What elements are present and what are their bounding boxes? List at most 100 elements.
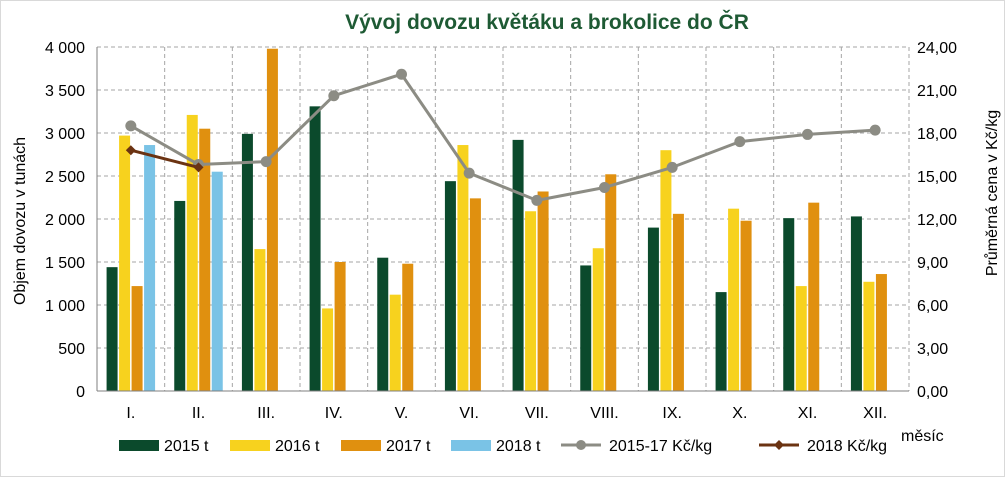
- bar-2015-t-XI.: [783, 218, 795, 391]
- bar-2016-t-VI.: [457, 145, 469, 391]
- point-2015-17-Kč/kg: [260, 156, 272, 168]
- y-tick-label: 0: [76, 384, 85, 401]
- legend-swatch: [451, 440, 491, 451]
- y2-tick-label: 12,00: [917, 212, 957, 229]
- x-tick-label: X.: [732, 405, 747, 422]
- point-2015-17-Kč/kg: [531, 194, 543, 206]
- x-tick-label: XI.: [798, 405, 818, 422]
- y2-tick-label: 9,00: [917, 255, 948, 272]
- legend-label: 2016 t: [275, 438, 320, 455]
- point-2015-17-Kč/kg: [734, 136, 746, 148]
- bar-2017-t-VI.: [469, 198, 481, 391]
- y-tick-label: 3 500: [45, 83, 85, 100]
- x-axis-label: měsíc: [901, 428, 944, 445]
- bar-2016-t-I.: [119, 135, 131, 391]
- bar-2015-t-X.: [715, 292, 727, 391]
- bar-2018-t-I.: [144, 145, 156, 391]
- bar-2017-t-II.: [199, 128, 211, 391]
- x-tick-label: III.: [257, 405, 275, 422]
- bar-2015-t-VIII.: [580, 265, 592, 391]
- x-tick-label: VI.: [459, 405, 479, 422]
- right-axis-ticks: 0,00 3,00 6,00 9,00 12,00 15,00 18,00 21,00 24,0…: [917, 40, 957, 401]
- bar-2017-t-V.: [402, 263, 414, 391]
- bar-2016-t-VIII.: [592, 248, 604, 391]
- point-2018-Kč/kg: [193, 162, 204, 173]
- bar-2017-t-IX.: [672, 213, 684, 391]
- legend-swatch: [119, 440, 159, 451]
- bar-2016-t-XII.: [863, 281, 875, 391]
- bar-2015-t-V.: [377, 257, 389, 391]
- bar-2016-t-V.: [389, 294, 401, 391]
- bar-2017-t-XII.: [875, 274, 887, 391]
- bar-2017-t-III.: [266, 48, 278, 391]
- bar-2016-t-X.: [728, 208, 740, 391]
- bar-2017-t-XI.: [808, 202, 820, 391]
- legend-label: 2017 t: [386, 438, 431, 455]
- bar-2015-t-VII.: [512, 139, 524, 391]
- y-tick-label: 2 500: [45, 169, 85, 186]
- bar-2015-t-VI.: [444, 181, 456, 391]
- point-2015-17-Kč/kg: [869, 124, 881, 136]
- legend-marker: [576, 440, 586, 450]
- bar-2016-t-XI.: [795, 286, 807, 391]
- bar-2018-t-II.: [211, 171, 223, 391]
- point-2015-17-Kč/kg: [125, 120, 137, 132]
- y2-tick-label: 0,00: [917, 384, 948, 401]
- line-2018-Kč/kg: [130, 148, 199, 169]
- x-axis-ticks: I. II. III. IV. V. VI. VII. VIII. IX. X. XI. XII.: [126, 405, 887, 422]
- legend-marker: [774, 440, 784, 450]
- bar-2015-t-III.: [241, 133, 253, 392]
- legend-label: 2015-17 Kč/kg: [609, 438, 712, 455]
- x-tick-label: II.: [192, 405, 205, 422]
- bar-2016-t-II.: [186, 114, 198, 391]
- y-tick-label: 4 000: [45, 40, 85, 57]
- y2-axis-label: Průměrná cena v Kč/kg: [983, 110, 1001, 276]
- point-2015-17-Kč/kg: [328, 90, 340, 102]
- bar-2016-t-IV.: [322, 308, 334, 391]
- y2-tick-label: 21,00: [917, 83, 957, 100]
- axes: [96, 47, 909, 392]
- line-2015-17-Kč/kg: [130, 72, 876, 202]
- bar-2017-t-VII.: [537, 191, 549, 391]
- point-2015-17-Kč/kg: [599, 181, 610, 193]
- y-tick-label: 3 000: [45, 126, 85, 143]
- bar-2016-t-IX.: [660, 150, 672, 391]
- point-2015-17-Kč/kg: [666, 161, 678, 173]
- bar-series: [106, 48, 887, 392]
- bar-2015-t-IV.: [309, 106, 321, 391]
- bar-2015-t-XII.: [850, 216, 862, 391]
- x-tick-label: IX.: [662, 405, 682, 422]
- legend-label: 2015 t: [164, 438, 209, 455]
- line-series: [125, 68, 881, 206]
- y-tick-label: 2 000: [45, 212, 85, 229]
- y-tick-label: 1 500: [45, 255, 85, 272]
- x-tick-label: IV.: [325, 405, 343, 422]
- point-2015-17-Kč/kg: [396, 68, 407, 80]
- point-2015-17-Kč/kg: [802, 128, 813, 140]
- legend-swatch: [230, 440, 270, 451]
- legend-label: 2018 t: [496, 438, 541, 455]
- y2-tick-label: 3,00: [917, 341, 948, 358]
- point-2015-17-Kč/kg: [463, 167, 475, 179]
- y2-tick-label: 6,00: [917, 298, 948, 315]
- bar-2017-t-X.: [740, 220, 752, 391]
- y-tick-label: 500: [58, 341, 85, 358]
- legend-swatch: [341, 440, 381, 451]
- legend-label: 2018 Kč/kg: [807, 438, 887, 455]
- x-tick-label: V.: [395, 405, 409, 422]
- y2-tick-label: 18,00: [917, 126, 957, 143]
- y-tick-label: 1 000: [45, 298, 85, 315]
- bar-2016-t-III.: [254, 249, 266, 391]
- y2-tick-label: 15,00: [917, 169, 957, 186]
- legend: 2015 t 2016 t 2017 t 2018 t 2015-17 Kč/kg 201…: [119, 438, 887, 455]
- x-tick-label: VIII.: [590, 405, 618, 422]
- bar-2017-t-IV.: [334, 262, 346, 391]
- x-tick-label: XII.: [863, 405, 887, 422]
- y2-tick-label: 24,00: [917, 40, 957, 57]
- x-tick-label: I.: [126, 405, 135, 422]
- bar-2015-t-I.: [106, 267, 118, 391]
- grid-lines: [97, 46, 910, 391]
- bar-2017-t-I.: [131, 286, 143, 391]
